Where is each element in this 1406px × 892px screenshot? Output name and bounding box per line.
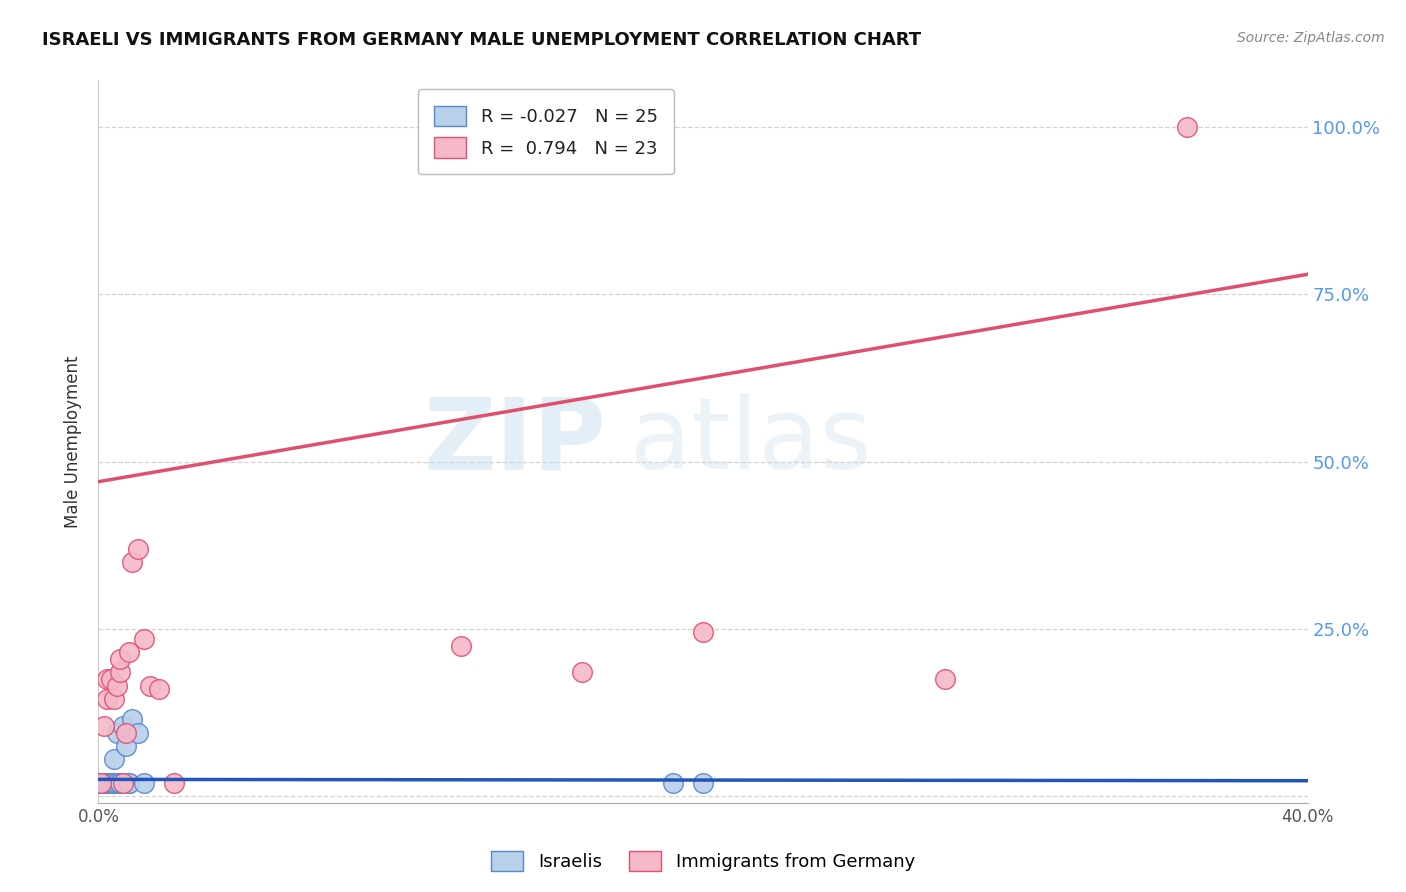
Point (103, 752, 125, 766)
Point (90, 776, 112, 790)
Point (103, 692, 125, 706)
Point (571, 665, 593, 680)
Point (93, 776, 115, 790)
Point (139, 679, 162, 693)
Point (103, 776, 125, 790)
Point (93, 776, 115, 790)
Point (692, 776, 714, 790)
Point (108, 776, 131, 790)
Point (121, 712, 143, 726)
Point (118, 776, 141, 790)
Y-axis label: Male Unemployment: Male Unemployment (65, 355, 83, 528)
Text: ISRAELI VS IMMIGRANTS FROM GERMANY MALE UNEMPLOYMENT CORRELATION CHART: ISRAELI VS IMMIGRANTS FROM GERMANY MALE … (42, 31, 921, 49)
Point (100, 776, 122, 790)
Point (96, 776, 118, 790)
Point (108, 776, 131, 790)
Legend: Israelis, Immigrants from Germany: Israelis, Immigrants from Germany (484, 844, 922, 879)
Point (96, 776, 118, 790)
Text: atlas: atlas (630, 393, 872, 490)
Point (100, 776, 122, 790)
Point (661, 776, 683, 790)
Point (96, 672, 118, 686)
Point (127, 541, 149, 556)
Point (121, 555, 143, 569)
Point (163, 776, 186, 790)
Point (692, 625, 714, 640)
Point (148, 681, 170, 696)
Legend: R = -0.027   N = 25, R =  0.794   N = 23: R = -0.027 N = 25, R = 0.794 N = 23 (418, 89, 673, 174)
Text: ZIP: ZIP (423, 393, 606, 490)
Point (105, 679, 128, 693)
Point (105, 725, 128, 739)
Point (111, 719, 134, 733)
Point (127, 725, 149, 739)
Point (450, 639, 472, 653)
Point (100, 672, 122, 686)
Point (93, 719, 115, 733)
Point (1175, 120, 1198, 135)
Point (105, 776, 128, 790)
Point (934, 672, 956, 686)
Point (114, 725, 136, 739)
Point (108, 652, 131, 666)
Point (111, 776, 134, 790)
Point (118, 776, 141, 790)
Point (90, 776, 112, 790)
Point (132, 632, 155, 646)
Point (132, 776, 155, 790)
Point (90, 776, 112, 790)
Point (114, 739, 136, 753)
Text: Source: ZipAtlas.com: Source: ZipAtlas.com (1237, 31, 1385, 45)
Point (96, 776, 118, 790)
Point (108, 665, 131, 680)
Point (96, 692, 118, 706)
Point (93, 776, 115, 790)
Point (118, 645, 141, 659)
